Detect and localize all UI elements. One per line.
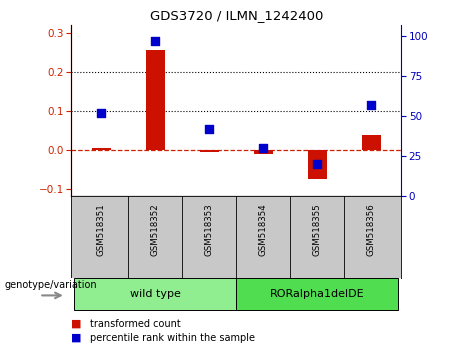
FancyBboxPatch shape [236,278,398,310]
Title: GDS3720 / ILMN_1242400: GDS3720 / ILMN_1242400 [149,9,323,22]
Text: GSM518352: GSM518352 [151,203,160,256]
Text: percentile rank within the sample: percentile rank within the sample [90,333,255,343]
Text: genotype/variation: genotype/variation [5,280,97,290]
Text: RORalpha1delDE: RORalpha1delDE [270,289,365,299]
FancyBboxPatch shape [74,278,236,310]
Point [206,126,213,132]
Text: GSM518354: GSM518354 [259,203,268,256]
Text: GSM518351: GSM518351 [97,203,106,256]
Text: GSM518353: GSM518353 [205,203,214,256]
Bar [308,150,327,179]
Text: ■: ■ [71,333,85,343]
Point [97,110,105,116]
Point [368,102,375,108]
Text: wild type: wild type [130,289,181,299]
Text: transformed count: transformed count [90,319,181,329]
Point [260,145,267,151]
Text: GSM518355: GSM518355 [313,203,322,256]
Point [313,161,321,167]
Bar [254,150,273,154]
Point [152,38,159,44]
Bar [200,150,219,152]
Text: GSM518356: GSM518356 [367,203,376,256]
Bar [92,148,111,150]
Text: ■: ■ [71,319,85,329]
Bar [146,50,165,150]
Bar [362,135,381,150]
